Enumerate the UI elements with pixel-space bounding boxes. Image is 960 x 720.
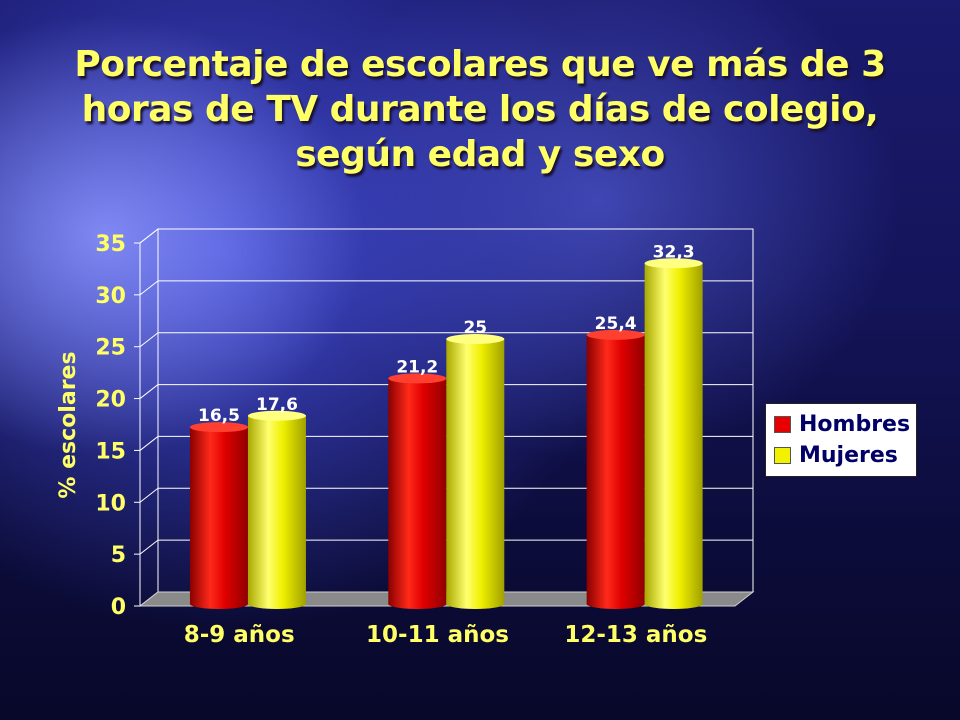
x-tick-label: 8-9 años [184, 622, 295, 648]
gridline-side [139, 280, 159, 296]
legend-swatch-hombres [774, 416, 791, 433]
y-axis-label: % escolares [56, 351, 81, 498]
y-tick-label: 0 [111, 595, 126, 620]
gridline-side [139, 332, 159, 348]
bar-mujeres [644, 263, 703, 609]
y-tick-label: 10 [95, 491, 126, 516]
bar-cap-hombres [189, 422, 248, 433]
gridline-side [139, 487, 159, 503]
data-label-mujeres: 17,6 [256, 395, 298, 415]
data-label-hombres: 25,4 [595, 314, 637, 334]
bar-cap-mujeres [247, 410, 306, 421]
legend-label-hombres: Hombres [799, 412, 911, 437]
gridline-side [139, 384, 159, 399]
chart-title: Porcentaje de escolares que ve más de 3 … [60, 42, 900, 177]
gridline-side [139, 539, 159, 555]
y-tick-label: 5 [111, 543, 126, 568]
y-tick-label: 30 [95, 284, 126, 309]
bar-cap-hombres [586, 329, 645, 340]
bar-hombres [586, 334, 645, 609]
bar-cap-hombres [388, 373, 447, 384]
legend-label-mujeres: Mujeres [799, 443, 898, 468]
x-tick-label: 12-13 años [564, 622, 707, 648]
side-wall [139, 227, 159, 608]
bar-mujeres [446, 339, 505, 609]
data-label-hombres: 16,5 [198, 406, 240, 426]
y-tick-label: 20 [95, 388, 126, 413]
y-tick-label: 35 [95, 232, 126, 257]
y-tick-label: 25 [95, 336, 126, 361]
bar-cap-mujeres [446, 334, 505, 345]
data-label-hombres: 21,2 [396, 357, 438, 377]
bar-hombres [189, 427, 248, 609]
title-line-3: según edad y sexo [295, 134, 665, 175]
legend: Hombres Mujeres [765, 403, 917, 477]
gridline-side [139, 436, 159, 451]
title-line-2: horas de TV durante los días de colegio, [81, 89, 879, 130]
legend-swatch-mujeres [774, 447, 791, 464]
legend-item-mujeres: Mujeres [774, 440, 916, 471]
y-tick-label: 15 [95, 439, 126, 464]
gridline-side [139, 228, 159, 244]
bar-hombres [388, 378, 447, 609]
title-line-1: Porcentaje de escolares que ve más de 3 [74, 44, 886, 85]
data-label-mujeres: 32,3 [653, 242, 695, 262]
bar-cap-mujeres [644, 258, 703, 269]
legend-item-hombres: Hombres [774, 409, 916, 440]
data-label-mujeres: 25 [463, 318, 487, 338]
bar-mujeres [247, 415, 306, 609]
x-tick-label: 10-11 años [366, 622, 509, 648]
